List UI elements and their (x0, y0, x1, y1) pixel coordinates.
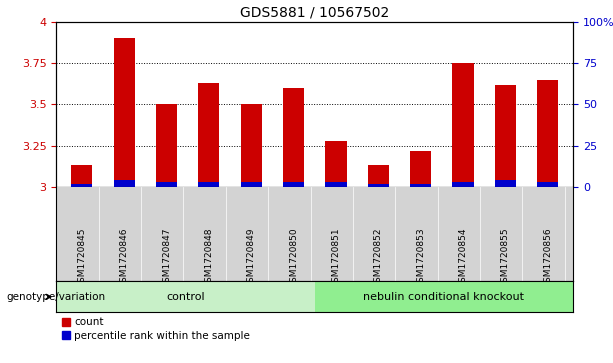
Bar (241, 182, 262, 187)
Text: genotype/variation: genotype/variation (6, 292, 105, 302)
Bar (113, 180, 135, 187)
Bar (410, 151, 432, 187)
Bar (156, 182, 177, 187)
Bar (113, 38, 135, 187)
Bar (198, 83, 219, 187)
Bar (283, 88, 304, 187)
Bar (71, 184, 93, 187)
Bar (368, 184, 389, 187)
Bar (368, 166, 389, 187)
Bar (198, 182, 219, 187)
Text: nebulin conditional knockout: nebulin conditional knockout (364, 292, 525, 302)
Legend: count, percentile rank within the sample: count, percentile rank within the sample (61, 317, 250, 340)
Bar (156, 105, 177, 187)
Bar (495, 180, 516, 187)
Title: GDS5881 / 10567502: GDS5881 / 10567502 (240, 5, 389, 19)
Bar (71, 166, 93, 187)
Bar (537, 182, 558, 187)
Bar (315, 281, 573, 312)
Bar (56, 281, 315, 312)
Bar (410, 184, 432, 187)
Bar (241, 105, 262, 187)
Bar (537, 79, 558, 187)
Bar (495, 85, 516, 187)
Bar (452, 63, 474, 187)
Bar (283, 182, 304, 187)
Bar (326, 141, 346, 187)
Text: control: control (166, 292, 205, 302)
Bar (452, 182, 474, 187)
Bar (326, 182, 346, 187)
